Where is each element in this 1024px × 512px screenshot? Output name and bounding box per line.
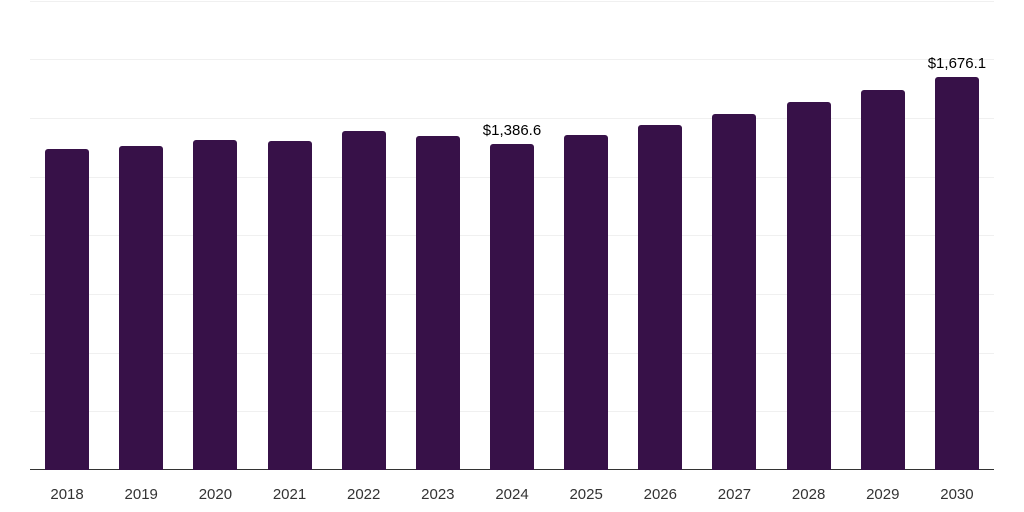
data-label-2024: $1,386.6 <box>482 122 542 140</box>
gridline <box>30 1 994 2</box>
bar-2026[interactable] <box>638 125 683 470</box>
gridline <box>30 59 994 60</box>
bar-2019[interactable] <box>119 146 164 470</box>
bar-2030[interactable] <box>934 76 979 470</box>
bar-2023[interactable] <box>415 136 460 470</box>
bar-2021[interactable] <box>267 141 312 470</box>
x-tick-label: 2028 <box>791 486 826 503</box>
bar-2022[interactable] <box>341 131 386 470</box>
bar-2020[interactable] <box>193 140 238 470</box>
x-tick-label: 2021 <box>272 486 307 503</box>
bar-2029[interactable] <box>860 90 905 470</box>
bar-2024[interactable] <box>490 144 534 470</box>
bar-2027[interactable] <box>712 114 757 470</box>
x-tick-label: 2029 <box>866 486 900 503</box>
x-tick-label: 2020 <box>198 486 233 503</box>
gridline <box>30 118 994 119</box>
x-tick-label: 2018 <box>50 486 84 503</box>
bar-2025[interactable] <box>564 135 609 470</box>
x-tick-label: 2022 <box>347 486 381 503</box>
x-tick-label: 2026 <box>643 486 677 503</box>
x-tick-label: 2027 <box>717 486 752 503</box>
x-tick-label: 2024 <box>495 486 529 503</box>
bar-2018[interactable] <box>45 149 90 470</box>
x-tick-label: 2025 <box>569 486 603 503</box>
data-label-2030: $1,676.1 <box>927 54 987 72</box>
x-tick-label: 2019 <box>124 486 158 503</box>
x-tick-label: 2023 <box>421 486 455 503</box>
bar-2028[interactable] <box>786 102 831 470</box>
x-tick-label: 2030 <box>940 486 974 503</box>
